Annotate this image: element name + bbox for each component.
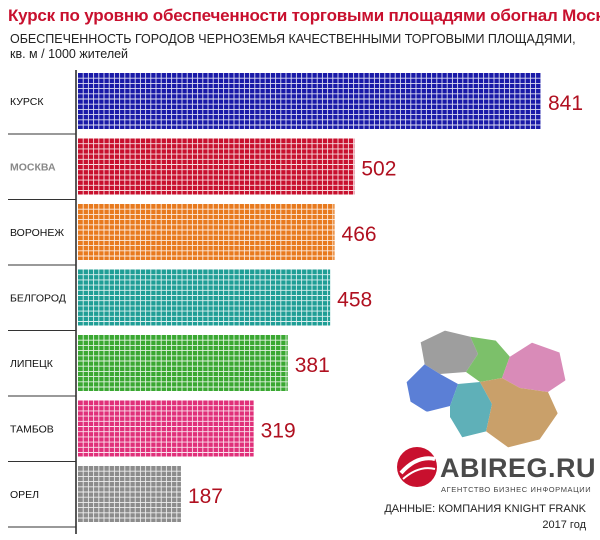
map-region-teal [450,382,492,438]
value-label: 319 [261,420,296,443]
bar-tile-grid [78,138,355,195]
bar-fill [78,73,541,129]
map-region-gray [420,330,478,374]
bar-tile-grid [78,466,181,522]
value-label: 502 [361,158,396,181]
map-region-blue [406,364,458,412]
bar [78,466,181,522]
bar-tile-grid [78,269,331,326]
map-region-orange [480,378,558,448]
bar-tile-grid [78,204,335,260]
category-label: КУРСК [10,96,44,108]
data-year: 2017 год [542,519,586,531]
map-region-pink [502,342,566,392]
data-source: ДАННЫЕ: КОМПАНИЯ KNIGHT FRANK [384,503,586,515]
category-label: ВОРОНЕЖ [10,227,64,239]
brand-tagline: АГЕНТСТВО БИЗНЕС ИНФОРМАЦИИ [441,485,592,494]
value-label: 458 [337,289,372,312]
category-label: ОРЕЛ [10,489,39,501]
bar [78,138,355,195]
bar [78,73,542,129]
subtitle-line-1: ОБЕСПЕЧЕННОСТЬ ГОРОДОВ ЧЕРНОЗЕМЬЯ КАЧЕСТ… [10,32,576,46]
bar-tile-grid [78,400,254,457]
category-label: ЛИПЕЦК [10,358,54,370]
bar [78,269,331,326]
value-label: 466 [342,223,377,246]
bar-tile-grid [78,335,288,391]
bar [78,335,288,391]
bar [78,400,254,457]
region-map-icon [405,329,567,449]
page-title: Курск по уровню обеспеченности торговыми… [8,6,600,25]
subtitle-line-2: кв. м / 1000 жителей [10,47,129,61]
value-label: 187 [188,485,223,508]
category-label: МОСКВА [10,162,56,174]
bar [78,204,335,260]
bar-tile-grid [78,73,542,129]
abireg-logo-icon [397,447,437,487]
brand-name: ABIREG.RU [440,453,597,483]
bar-fill [78,269,331,326]
chart-subtitle: ОБЕСПЕЧЕННОСТЬ ГОРОДОВ ЧЕРНОЗЕМЬЯ КАЧЕСТ… [10,32,590,62]
value-label: 841 [548,92,583,115]
map-region-green [466,336,510,382]
category-label: ТАМБОВ [10,424,54,436]
category-label: БЕЛГОРОД [10,293,66,305]
value-label: 381 [295,354,330,377]
